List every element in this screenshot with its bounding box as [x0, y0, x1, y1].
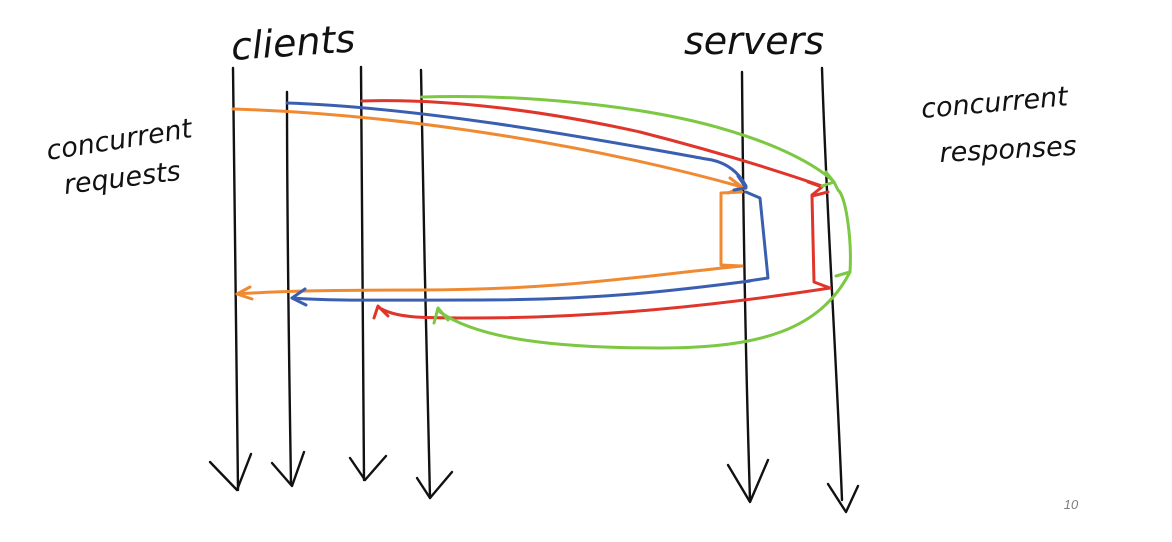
red-processing	[810, 190, 832, 290]
requests-label: concurrent requests	[44, 113, 195, 201]
responses-label-line1: concurrent	[920, 81, 1070, 125]
client-timeline-1	[208, 66, 253, 492]
clients-label: clients	[230, 16, 357, 69]
blue-message	[285, 101, 770, 307]
green-message	[420, 95, 852, 350]
servers-label: servers	[684, 19, 824, 63]
responses-label-line2: responses	[939, 131, 1078, 169]
blue-response-arrowhead	[290, 287, 308, 307]
blue-request-arrow	[285, 101, 748, 188]
page-number: 10	[1064, 497, 1079, 512]
orange-processing	[719, 190, 744, 268]
orange-response-arrow	[235, 264, 744, 296]
red-response-arrow	[376, 286, 832, 320]
green-processing	[832, 180, 852, 278]
blue-processing	[744, 190, 770, 283]
green-response-arrow	[438, 270, 852, 350]
green-response-arrowhead	[432, 306, 450, 325]
client-timeline-3	[348, 65, 388, 482]
orange-response-arrowhead	[235, 285, 254, 301]
client-timeline-2	[270, 90, 306, 488]
red-request-arrow	[360, 99, 824, 188]
blue-response-arrow	[290, 279, 752, 302]
server-timeline-1	[726, 70, 770, 504]
requests-label-line2: requests	[62, 156, 182, 201]
orange-message	[231, 107, 744, 301]
red-response-arrowhead	[372, 304, 390, 320]
blue-request-arrowhead	[732, 174, 748, 192]
green-request-arrow	[420, 95, 834, 182]
server-timeline-2	[820, 66, 860, 514]
orange-request-arrow	[231, 107, 744, 189]
responses-label: concurrent responses	[920, 81, 1078, 169]
client-timeline-4	[415, 68, 454, 500]
